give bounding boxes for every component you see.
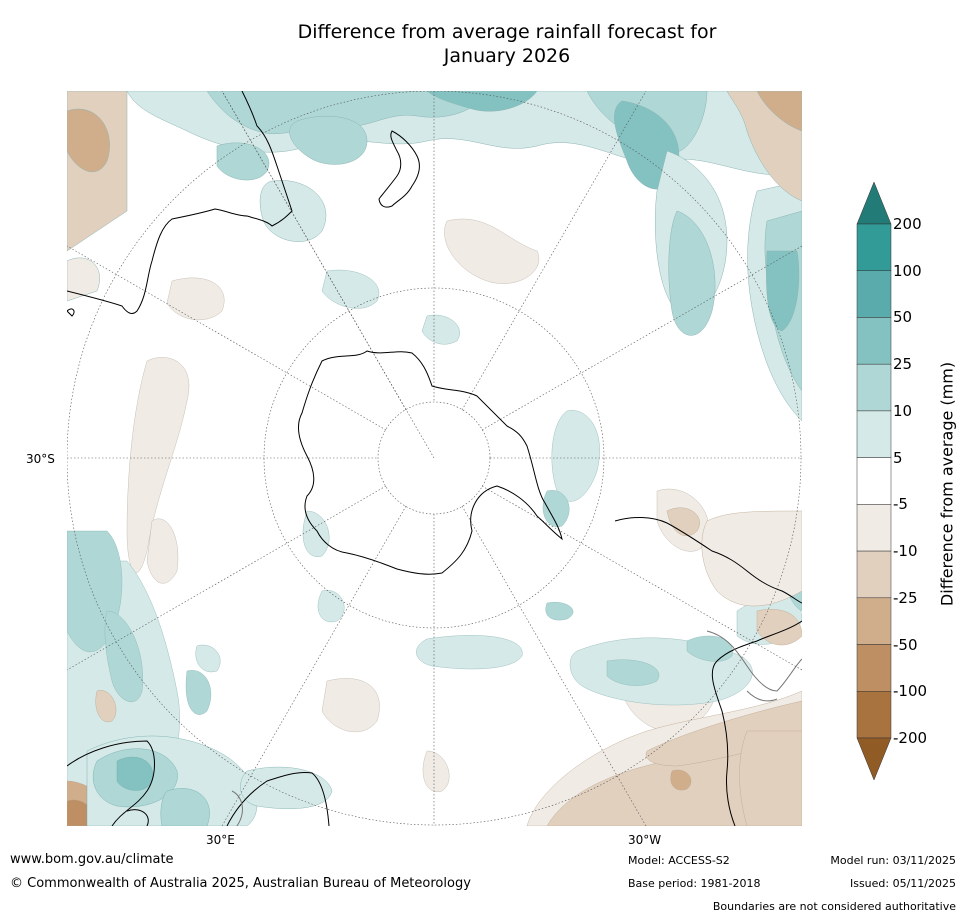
- colorbar-tick-label: 10: [893, 401, 913, 420]
- colorbar: [856, 181, 892, 781]
- title-line-1: Difference from average rainfall forecas…: [297, 21, 717, 43]
- colorbar-bin-m5_m10: [856, 504, 892, 552]
- chart-title: Difference from average rainfall forecas…: [0, 20, 965, 68]
- longitude-label-30e: 30°E: [206, 833, 235, 847]
- copyright: © Commonwealth of Australia 2025, Austra…: [10, 876, 471, 891]
- colorbar-bin-100_200: [856, 223, 892, 271]
- coastlines: [67, 91, 802, 826]
- colorbar-tick-label: 25: [893, 355, 913, 374]
- base-period: Base period: 1981-2018: [628, 877, 761, 890]
- colorbar-tick-label: -50: [893, 635, 918, 654]
- colorbar-tick-label: 5: [893, 448, 903, 467]
- colorbar-bin-5_10: [856, 410, 892, 458]
- boundaries: [231, 630, 802, 826]
- colorbar-tick-label: 200: [893, 215, 922, 233]
- title-line-2: January 2026: [443, 45, 571, 67]
- graticule: [67, 91, 802, 826]
- colorbar-tick-label: -100: [893, 682, 928, 701]
- colorbar-bin-10_25: [856, 363, 892, 412]
- colorbar-arrow-top: [856, 181, 892, 225]
- colorbar-bin-neutral: [856, 457, 892, 505]
- model-name: Model: ACCESS-S2: [628, 854, 730, 867]
- colorbar-bin-m50_m100: [856, 644, 892, 692]
- colorbar-tick-label: -10: [893, 542, 918, 561]
- colorbar-tick-label: -25: [893, 588, 918, 607]
- colorbar-bin-25_50: [856, 317, 892, 365]
- website-link[interactable]: www.bom.gov.au/climate: [10, 852, 174, 867]
- boundaries-disclaimer: Boundaries are not considered authoritat…: [712, 900, 956, 913]
- colorbar-title: Difference from average (mm): [937, 361, 957, 607]
- colorbar-tick-label: 100: [893, 261, 922, 280]
- colorbar-tick-label: 50: [893, 308, 913, 327]
- colorbar-bin-m100_m200: [856, 691, 892, 739]
- colorbar-tick-label: -200: [893, 729, 928, 747]
- colorbar-tick-label: -5: [893, 495, 908, 514]
- anomaly-shading-bottom-left: [86, 735, 333, 826]
- colorbar-arrow-bottom: [856, 737, 892, 781]
- rainfall-anomaly-map: [67, 91, 802, 826]
- longitude-label-30w: 30°W: [628, 833, 662, 847]
- anomaly-shading-top: [67, 91, 802, 422]
- anomaly-shading-bottom: [67, 507, 802, 826]
- colorbar-bin-m25_m50: [856, 597, 892, 645]
- issued-date: Issued: 05/11/2025: [849, 877, 956, 890]
- colorbar-bin-50_100: [856, 270, 892, 318]
- latitude-label-30s: 30°S: [26, 452, 55, 466]
- model-run: Model run: 03/11/2025: [830, 854, 956, 867]
- colorbar-bin-m10_m25: [856, 550, 892, 599]
